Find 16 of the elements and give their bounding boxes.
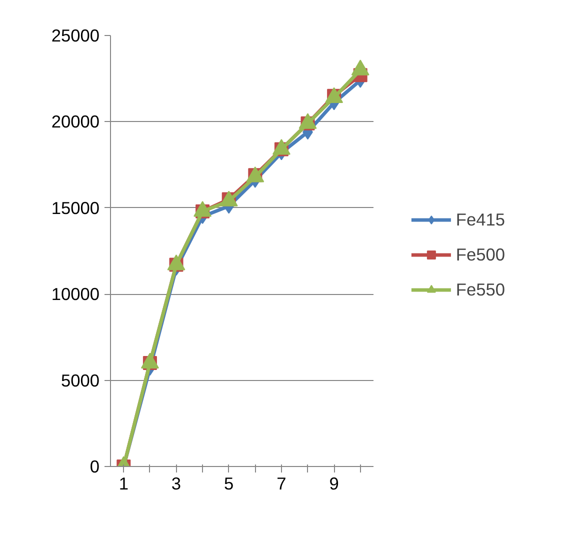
y-tick-label: 15000 bbox=[51, 198, 100, 218]
legend-label: Fe550 bbox=[456, 279, 506, 300]
x-tick-label: 9 bbox=[329, 474, 339, 494]
y-tick-label: 0 bbox=[90, 456, 100, 476]
point bbox=[167, 254, 186, 270]
legend-label: Fe415 bbox=[456, 209, 506, 230]
y-tick-label: 5000 bbox=[60, 370, 100, 390]
x-tick-label: 7 bbox=[276, 474, 286, 494]
x-tick-label: 5 bbox=[224, 474, 234, 494]
point bbox=[140, 352, 159, 368]
legend-label: Fe500 bbox=[456, 244, 506, 265]
x-tick-label: 3 bbox=[171, 474, 182, 494]
y-tick-label: 20000 bbox=[51, 112, 100, 132]
x-tick-label: 1 bbox=[118, 474, 128, 494]
y-tick-label: 25000 bbox=[51, 26, 100, 46]
y-tick-label: 10000 bbox=[51, 284, 100, 304]
